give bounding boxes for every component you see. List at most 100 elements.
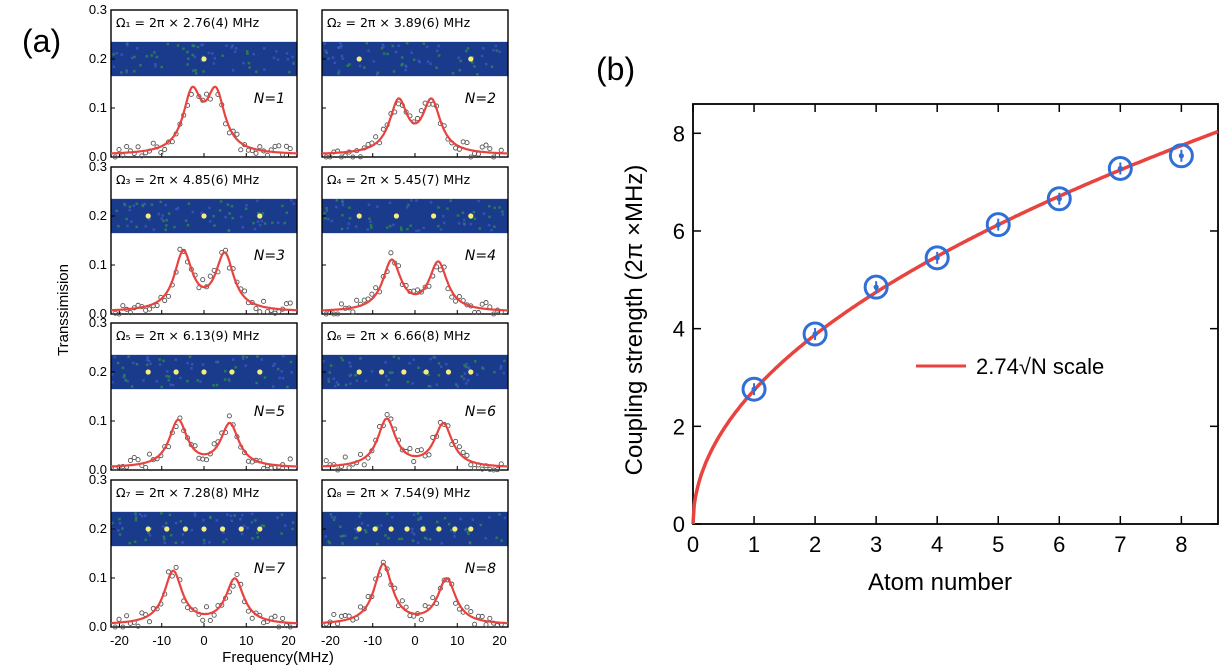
- noise-pixel: [125, 69, 128, 72]
- noise-pixel: [490, 65, 494, 68]
- data-point: [418, 447, 424, 453]
- noise-pixel: [409, 224, 412, 228]
- noise-pixel: [124, 378, 128, 382]
- noise-pixel: [160, 65, 163, 69]
- data-point: [146, 619, 153, 625]
- noise-pixel: [292, 62, 295, 65]
- data-point: [207, 273, 213, 279]
- y-tick-label: 0: [673, 512, 685, 537]
- noise-pixel: [329, 513, 333, 516]
- noise-pixel: [176, 44, 180, 47]
- noise-pixel: [191, 210, 195, 214]
- noise-pixel: [443, 516, 447, 520]
- y-tick-label: 0.3: [89, 472, 107, 487]
- noise-pixel: [415, 199, 418, 202]
- panel-a-xlabel: Frequency(MHz): [222, 649, 334, 666]
- y-tick-label: 0.2: [89, 208, 107, 223]
- data-point: [287, 146, 293, 152]
- noise-pixel: [358, 64, 362, 68]
- noise-pixel: [328, 371, 332, 374]
- noise-pixel: [200, 211, 203, 215]
- noise-pixel: [126, 224, 129, 228]
- noise-pixel: [367, 203, 371, 207]
- y-tick-label: 4: [673, 317, 685, 342]
- data-point: [335, 467, 341, 473]
- noise-pixel: [165, 224, 168, 227]
- noise-pixel: [252, 52, 255, 56]
- noise-pixel: [410, 51, 413, 55]
- noise-pixel: [226, 513, 229, 516]
- noise-pixel: [166, 370, 169, 373]
- noise-pixel: [226, 203, 230, 206]
- legend: 2.74√N scale: [916, 354, 1104, 379]
- noise-pixel: [280, 370, 283, 373]
- noise-pixel: [245, 50, 249, 53]
- noise-pixel: [415, 229, 418, 233]
- noise-pixel: [228, 212, 231, 215]
- noise-pixel: [133, 69, 136, 73]
- noise-pixel: [160, 385, 163, 389]
- noise-pixel: [358, 515, 361, 518]
- atom-spot: [220, 526, 226, 532]
- data-point: [449, 294, 455, 300]
- atom-spot: [452, 526, 458, 532]
- noise-pixel: [134, 513, 137, 517]
- subplot-frame: [321, 479, 509, 628]
- data-point: [335, 311, 341, 317]
- noise-pixel: [385, 374, 388, 378]
- noise-pixel: [495, 49, 499, 52]
- noise-pixel: [191, 44, 195, 47]
- noise-pixel: [454, 383, 458, 386]
- noise-pixel: [451, 71, 455, 75]
- noise-pixel: [121, 366, 125, 370]
- noise-pixel: [194, 72, 198, 75]
- data-point: [487, 146, 493, 152]
- noise-pixel: [450, 529, 453, 532]
- noise-pixel: [324, 535, 328, 538]
- noise-pixel: [286, 385, 289, 389]
- noise-pixel: [339, 525, 342, 528]
- noise-pixel: [120, 71, 123, 74]
- noise-pixel: [446, 207, 449, 210]
- data-point-center: [873, 284, 879, 290]
- y-tick-label: 6: [673, 219, 685, 244]
- noise-pixel: [227, 378, 231, 381]
- noise-pixel: [478, 227, 481, 230]
- noise-pixel: [439, 228, 443, 231]
- noise-pixel: [394, 50, 398, 54]
- noise-pixel: [134, 518, 138, 522]
- data-point-ring: [1046, 186, 1072, 212]
- noise-pixel: [179, 376, 182, 380]
- noise-pixel: [242, 524, 246, 528]
- noise-pixel: [162, 359, 165, 363]
- atom-spot: [436, 526, 442, 532]
- noise-pixel: [459, 59, 462, 63]
- noise-pixel: [340, 44, 343, 48]
- omega-label: Ω₈ = 2π × 7.54(9) MHz: [327, 485, 471, 500]
- noise-pixel: [227, 229, 231, 232]
- data-point: [177, 246, 183, 252]
- noise-pixel: [498, 206, 501, 209]
- noise-pixel: [242, 61, 245, 65]
- noise-pixel: [231, 358, 235, 361]
- noise-pixel: [367, 49, 370, 52]
- data-point: [203, 91, 210, 97]
- noise-pixel: [343, 534, 347, 538]
- noise-pixel: [252, 221, 255, 225]
- noise-pixel: [230, 46, 233, 49]
- noise-pixel: [481, 47, 485, 50]
- noise-pixel: [128, 208, 132, 212]
- noise-pixel: [121, 527, 124, 530]
- data-point: [468, 609, 474, 615]
- noise-pixel: [276, 516, 279, 519]
- noise-pixel: [328, 541, 332, 545]
- data-point: [361, 606, 367, 612]
- noise-pixel: [247, 61, 251, 65]
- x-tick-label: 2: [809, 532, 821, 557]
- y-tick-label: 0.3: [89, 315, 107, 330]
- noise-pixel: [341, 57, 345, 60]
- noise-pixel: [460, 375, 464, 378]
- omega-label: Ω₁ = 2π × 2.76(4) MHz: [116, 15, 260, 30]
- noise-pixel: [190, 367, 193, 370]
- noise-pixel: [335, 199, 339, 202]
